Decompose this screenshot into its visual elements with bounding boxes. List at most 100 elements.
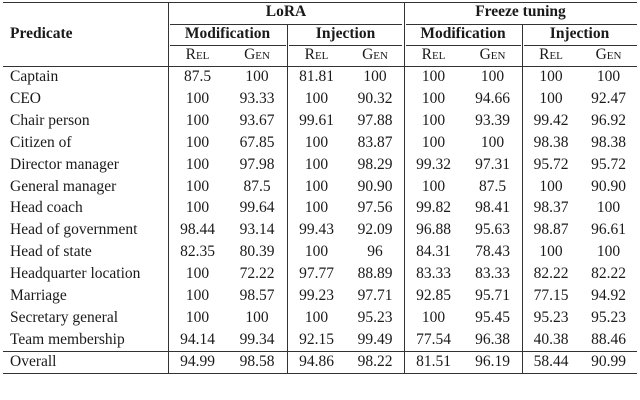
table-cell: 98.87 [533,221,569,239]
table-cell: 98.37 [533,199,569,217]
table-cell: 98.41 [475,199,510,217]
metric-header: Gen [479,46,506,63]
table-rule [170,45,286,46]
table-cell: 100 [185,287,210,304]
table-cell: 92.09 [357,221,393,239]
table-cell: 83.33 [416,265,451,283]
table-cell: 90.32 [357,89,393,107]
row-label: Citizen of [10,133,72,151]
table-rule [289,45,402,46]
table-cell: 97.88 [357,111,393,129]
table-cell: 99.42 [533,111,569,129]
table-cell: 100 [185,155,210,173]
table-cell: 100 [304,89,329,107]
table-cell: 100 [421,68,446,85]
table-cell: 83.87 [357,133,393,151]
table-cell: 100 [421,89,446,107]
table-cell: 87.5 [183,68,212,85]
predicate-header: Predicate [10,25,73,42]
row-label: Director manager [10,155,119,173]
table-cell: 98.38 [591,133,626,151]
table-cell: 90.90 [591,177,626,195]
table-cell: 95.23 [357,308,393,326]
table-cell: 98.22 [357,353,393,370]
table-cell: 100 [185,111,210,129]
table-cell: 97.98 [239,155,275,173]
table-cell: 98.44 [180,221,215,239]
metric-header: Rel [185,46,210,63]
table-cell: 90.90 [357,177,393,195]
table-cell: 96.92 [591,111,626,129]
group-header: LoRA [265,3,307,20]
table-cell: 98.57 [239,287,275,304]
row-label: Captain [10,68,59,85]
table-cell: 92.47 [591,89,626,107]
table-cell: 100 [304,243,329,261]
table-cell: 99.49 [357,330,393,348]
table-cell: 99.43 [299,221,334,239]
table-cell: 100 [185,177,210,195]
table-cell: 94.99 [180,353,215,370]
table-cell: 82.22 [591,265,626,283]
table-cell: 100 [421,133,446,151]
table-rule [168,2,169,373]
table-cell: 99.82 [416,199,451,217]
table-cell: 100 [245,308,269,326]
table-cell: 100 [480,68,505,85]
metric-header: Rel [421,46,446,63]
table-cell: 100 [245,68,269,85]
table-cell: 100 [185,133,210,151]
table-cell: 95.72 [591,155,626,173]
table-cell: 100 [185,265,210,283]
table-cell: 77.15 [533,287,569,304]
table-cell: 72.22 [239,265,275,283]
metric-header: Gen [244,46,270,63]
table-cell: 97.77 [299,265,334,283]
table-cell: 93.67 [239,111,275,129]
metric-header: Gen [595,46,622,63]
table-rule [524,45,637,46]
row-label: Overall [10,353,57,370]
subgroup-header: Modification [420,25,506,42]
table-cell: 99.61 [299,111,334,129]
table-cell: 81.51 [416,353,451,370]
table-rule [170,24,402,25]
table-rule [406,45,521,46]
table-cell: 100 [304,133,329,151]
row-label: Headquarter location [10,265,141,283]
table-cell: 97.56 [357,199,393,217]
row-label: General manager [10,177,117,195]
table-cell: 96.61 [591,221,626,239]
row-label: CEO [10,89,41,107]
table-cell: 100 [539,89,563,107]
table-cell: 100 [596,68,621,85]
table-cell: 78.43 [475,243,510,261]
table-cell: 81.81 [299,68,334,85]
table-cell: 98.38 [533,133,569,151]
table-cell: 100 [421,111,446,129]
table-cell: 100 [539,177,563,195]
table-cell: 92.85 [416,287,451,304]
table-cell: 58.44 [533,353,569,370]
table-cell: 88.89 [357,265,393,283]
table-cell: 93.39 [475,111,510,129]
table-cell: 96.19 [475,353,510,370]
table-cell: 80.39 [239,243,275,261]
table-cell: 98.29 [357,155,393,173]
table-cell: 100 [421,308,446,326]
subgroup-header: Modification [184,25,271,42]
table-cell: 77.54 [416,330,451,348]
table-cell: 95.71 [475,287,510,304]
table-rule [287,25,288,373]
table-cell: 95.72 [533,155,569,173]
table-rule [3,351,637,352]
row-label: Chair person [10,111,90,129]
table-cell: 87.5 [243,177,271,195]
table-cell: 99.34 [239,330,275,348]
table-cell: 100 [185,308,210,326]
table-rule [406,24,637,25]
table-cell: 100 [304,177,329,195]
table-cell: 100 [185,199,210,217]
table-cell: 100 [363,68,387,85]
row-label: Team membership [10,330,125,348]
